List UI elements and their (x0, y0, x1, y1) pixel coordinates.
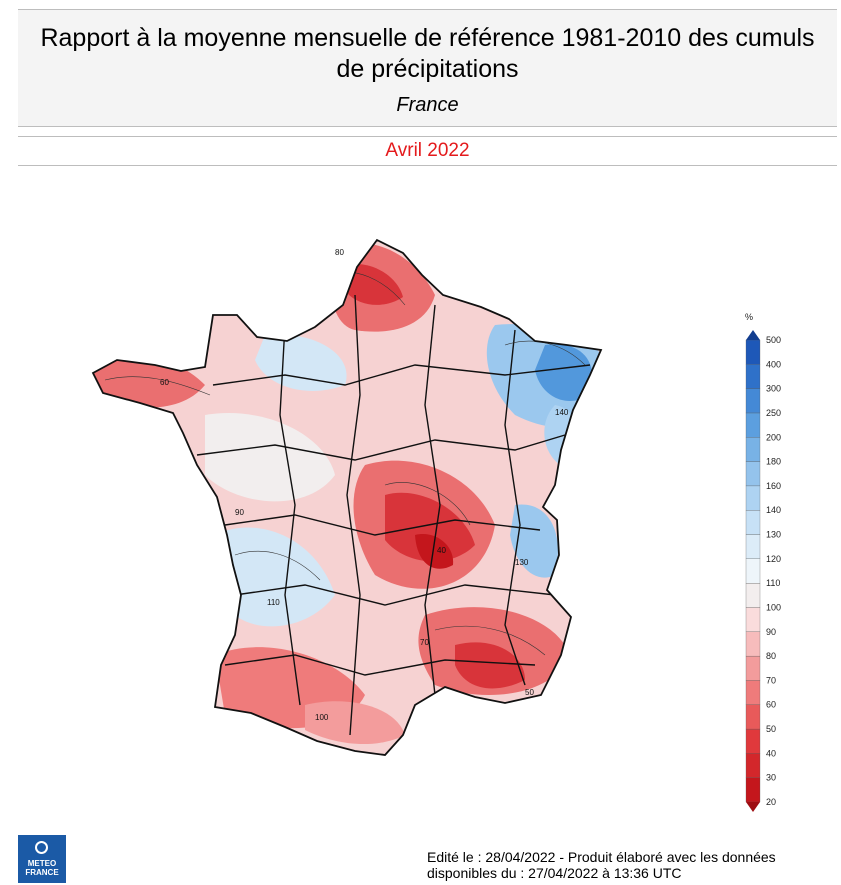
legend-tick-label: 80 (766, 651, 776, 661)
department-borders (196, 294, 591, 736)
legend-band (745, 704, 761, 730)
legend-tick-label: 20 (766, 797, 776, 807)
legend-color-bands (745, 330, 761, 812)
legend-tick-label: 110 (766, 578, 780, 588)
footer-line-1: Edité le : 28/04/2022 - Produit élaboré … (427, 849, 776, 865)
legend-tick-label: 160 (766, 481, 781, 491)
logo-text-2: FRANCE (25, 868, 59, 877)
mainland-outline (91, 238, 603, 756)
legend-unit: % (745, 312, 753, 322)
legend-band (745, 631, 761, 657)
contour-label: 50 (525, 688, 534, 697)
legend-tick-label: 500 (766, 335, 781, 345)
legend-band (745, 583, 761, 608)
contour-label: 110 (267, 598, 280, 607)
title-line-1: Rapport à la moyenne mensuelle de référe… (40, 24, 815, 52)
legend-tick-label: 100 (766, 602, 781, 612)
legend-tick-label: 90 (766, 627, 776, 637)
edition-footer: Edité le : 28/04/2022 - Produit élaboré … (427, 849, 776, 881)
title-line-2: de précipitations (336, 55, 519, 83)
contour-label: 70 (420, 638, 429, 647)
contour-labels: 60 110 80 100 130 70 90 40 140 50 (160, 248, 569, 722)
legend-tick-label: 200 (766, 432, 781, 442)
legend-band (745, 558, 761, 584)
legend-high-arrow (746, 330, 760, 340)
legend-tick-label: 70 (766, 675, 776, 685)
legend-tick-label: 300 (766, 384, 781, 394)
legend-band (745, 655, 761, 681)
provence-dry-core (455, 642, 525, 689)
legend-tick-label: 400 (766, 359, 781, 369)
map-title: Rapport à la moyenne mensuelle de référe… (18, 23, 837, 85)
contour-label: 40 (437, 546, 446, 555)
massif-central-core (385, 492, 475, 562)
legend-band (745, 437, 761, 462)
contour-label: 60 (160, 378, 169, 387)
legend-band (745, 485, 761, 511)
legend-band (745, 728, 761, 754)
legend-band (745, 339, 761, 365)
period-band: Avril 2022 (18, 136, 837, 166)
contour-label: 80 (335, 248, 344, 257)
legend-band (745, 607, 761, 632)
legend-tick-label: 140 (766, 505, 781, 515)
footer-line-2: disponibles du : 27/04/2022 à 13:36 UTC (427, 865, 682, 881)
auvergne-dry-core (415, 534, 454, 569)
legend-band (745, 753, 761, 778)
legend-tick-label: 40 (766, 748, 776, 758)
legend-tick-labels: 20 30 40 50 60 70 80 90 100 110 120 130 140 160 180 200… (766, 335, 781, 807)
region-subtitle: France (396, 94, 459, 116)
contour-lines (104, 271, 586, 656)
legend-tick-label: 60 (766, 700, 776, 710)
legend-low-arrow (746, 802, 760, 812)
alps-wet-zone (510, 504, 559, 578)
title-panel: Rapport à la moyenne mensuelle de référe… (18, 9, 837, 127)
legend-band (745, 534, 761, 559)
legend-tick-label: 130 (766, 530, 781, 540)
pyrenees-dry-zone (305, 701, 405, 745)
legend-band (745, 388, 761, 414)
contour-label: 140 (555, 408, 569, 417)
period-label: Avril 2022 (385, 140, 470, 161)
contour-label: 100 (315, 713, 329, 722)
legend-band (745, 777, 761, 803)
color-scale-legend: % 20304050607080901001101201301401601802… (745, 312, 781, 812)
vosges-wet-core (535, 344, 593, 401)
legend-tick-label: 180 (766, 457, 781, 467)
legend-tick-label: 120 (766, 554, 781, 564)
legend-band (745, 364, 761, 389)
legend-band (745, 510, 761, 535)
centre-north-light (255, 334, 347, 391)
legend-tick-label: 30 (766, 773, 776, 783)
contour-label: 130 (515, 558, 529, 567)
loire-light-zone (205, 413, 335, 502)
logo-text-1: METEO (27, 859, 57, 868)
legend-band (745, 412, 761, 438)
mainland-france: 60 110 80 100 130 70 90 40 140 50 (91, 238, 603, 756)
legend-band (745, 461, 761, 487)
meteo-france-logo: METEO FRANCE (18, 835, 66, 883)
logo-circle-icon (35, 841, 48, 854)
contour-label: 90 (235, 508, 244, 517)
france-precipitation-map: 60 110 80 100 130 70 90 40 140 50 (91, 238, 603, 756)
legend-tick-label: 50 (766, 724, 776, 734)
legend-tick-label: 250 (766, 408, 781, 418)
brittany-dry-zone (93, 351, 205, 408)
legend-band (745, 680, 761, 705)
